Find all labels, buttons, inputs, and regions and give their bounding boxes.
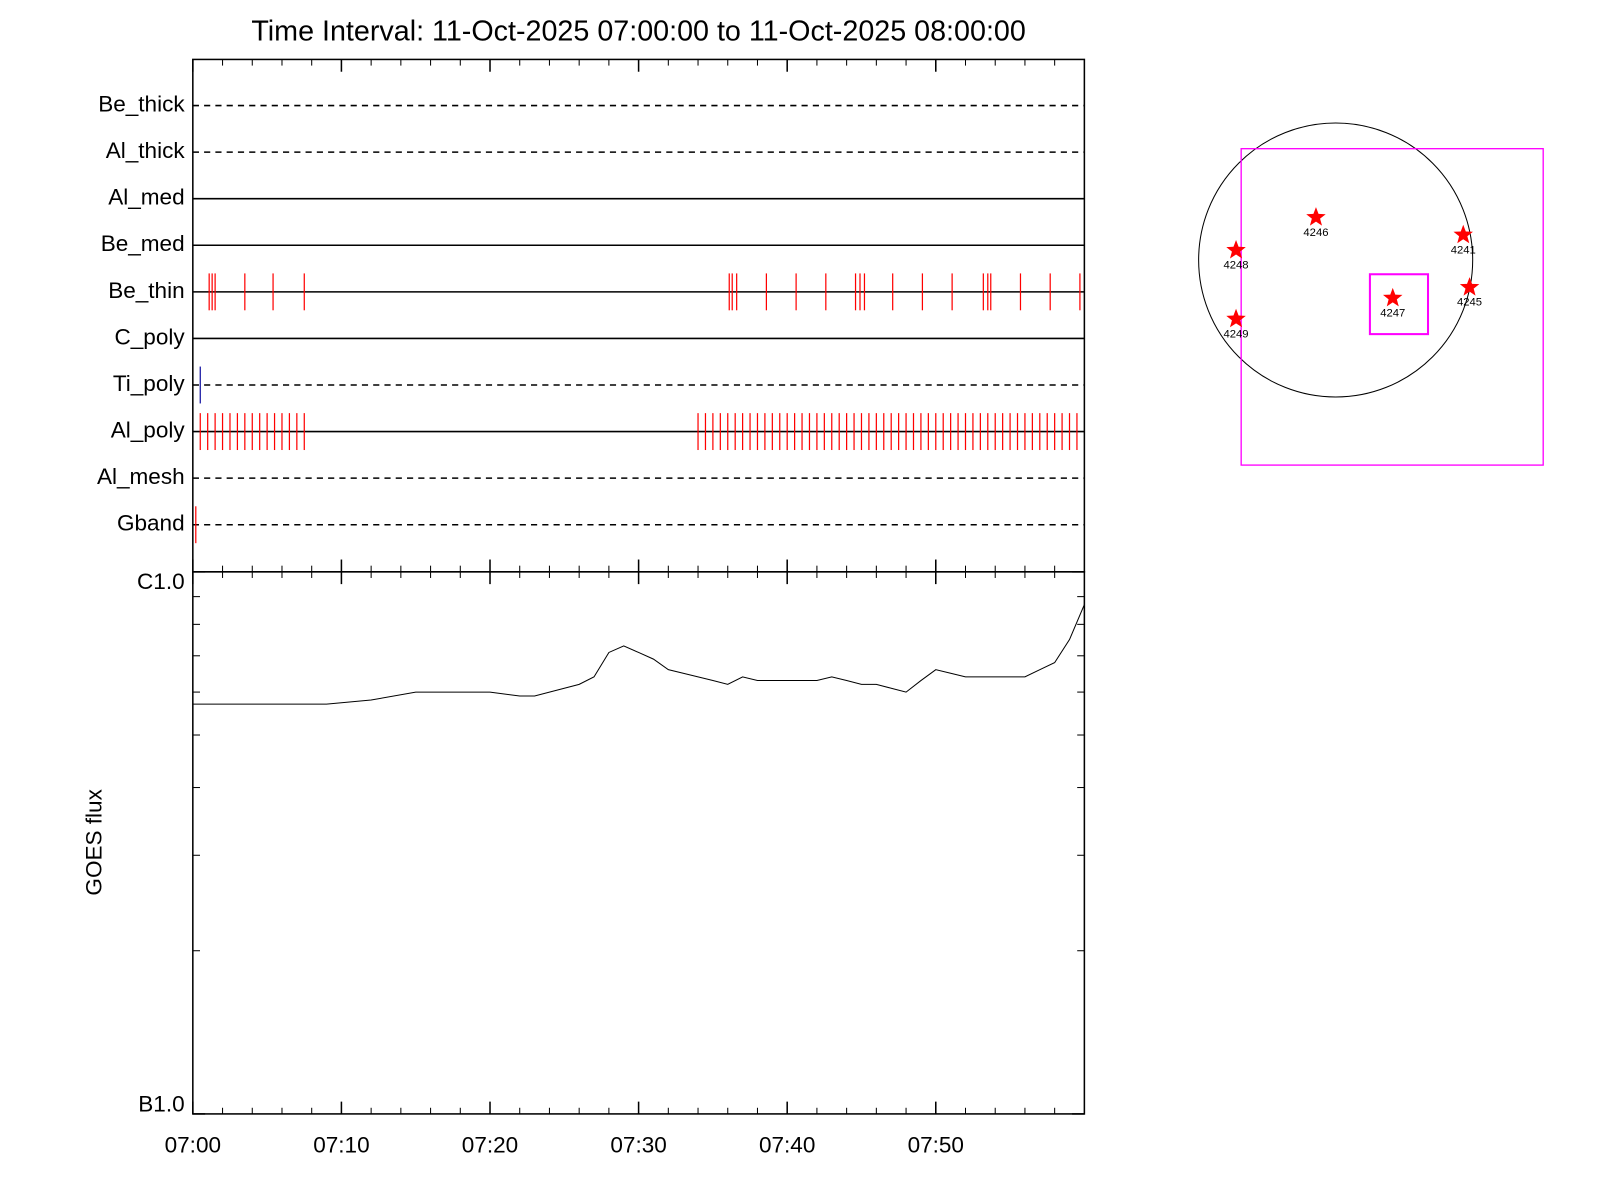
region-label: 4246 [1303, 227, 1328, 239]
x-tick-label: 07:40 [759, 1133, 815, 1158]
row-label: Al_med [108, 185, 184, 210]
region-marker [1226, 308, 1246, 328]
row-label: Ti_poly [113, 371, 186, 396]
region-marker [1459, 277, 1480, 296]
region-label: 4249 [1223, 328, 1248, 340]
y-tick-label: B1.0 [138, 1092, 184, 1117]
region-marker [1306, 207, 1326, 226]
fov-box [1368, 273, 1430, 336]
region-marker [1226, 240, 1246, 259]
row-label: Gband [117, 511, 185, 536]
region-marker [1453, 224, 1473, 244]
fov-box [1240, 148, 1544, 466]
row-label: Al_poly [111, 418, 186, 443]
row-label: Al_mesh [97, 464, 185, 489]
x-tick-label: 07:00 [165, 1133, 221, 1158]
row-label: Be_thin [108, 278, 184, 303]
chart-title: Time Interval: 11-Oct-2025 07:00:00 to 1… [251, 15, 1025, 47]
x-tick-label: 07:50 [908, 1133, 964, 1158]
solar-disk [1198, 122, 1474, 398]
row-label: C_poly [114, 324, 185, 349]
x-tick-label: 07:30 [610, 1133, 666, 1158]
y-axis-label: GOES flux [81, 788, 106, 895]
region-marker [1382, 287, 1403, 307]
region-label: 4241 [1451, 244, 1476, 256]
y-tick-label: C1.0 [137, 569, 185, 594]
row-label: Al_thick [106, 138, 186, 163]
row-label: Be_thick [98, 92, 185, 117]
region-label: 4248 [1223, 260, 1248, 272]
region-label: 4247 [1380, 307, 1405, 319]
region-label: 4245 [1457, 297, 1482, 309]
row-label: Be_med [101, 231, 185, 256]
x-tick-label: 07:20 [462, 1133, 518, 1158]
flux-line [192, 604, 1085, 705]
x-tick-label: 07:10 [313, 1133, 369, 1158]
